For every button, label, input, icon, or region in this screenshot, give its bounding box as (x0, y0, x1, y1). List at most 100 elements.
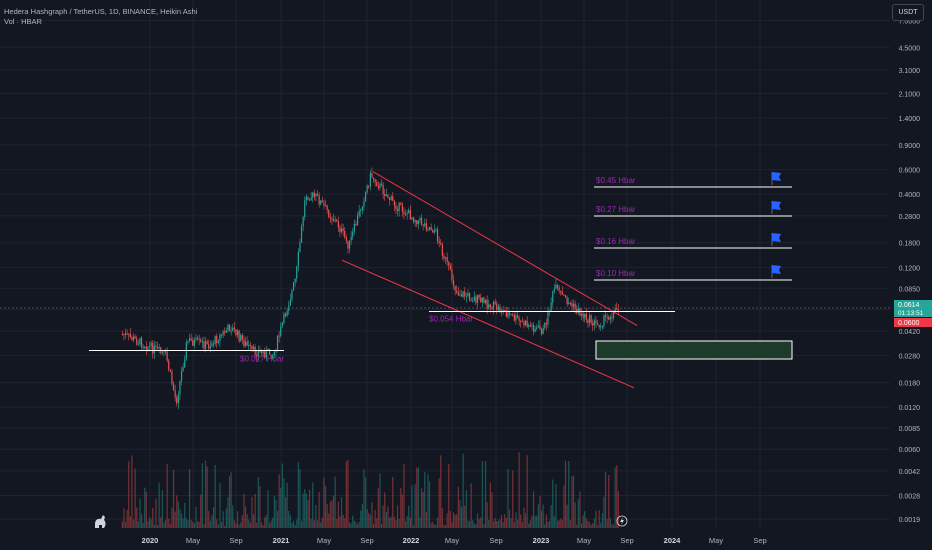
candle-body (283, 313, 285, 323)
candle-body (179, 380, 181, 395)
volume-bar (612, 524, 615, 528)
volume-bar (417, 467, 419, 528)
wedge-lower-line[interactable] (341, 259, 635, 389)
volume-bar (484, 461, 487, 528)
candle-body (560, 290, 562, 292)
candle-body (572, 303, 575, 307)
candle-body (180, 371, 183, 381)
volume-bar (374, 510, 376, 528)
volume-bar (508, 509, 511, 528)
time-axis[interactable]: 2020 May Sep 2021 May Sep 2022 May Sep 2023 May Sep… (142, 515, 767, 545)
volume-bar (275, 499, 277, 528)
volume-bar (121, 521, 123, 528)
volume-bar (387, 506, 389, 528)
candle-body (211, 343, 213, 347)
volume-bar (137, 521, 139, 528)
volume-bar (171, 507, 173, 528)
candle-body (536, 327, 538, 329)
volume-bar (128, 461, 130, 528)
volume-bar (324, 486, 327, 528)
candle-body (240, 335, 242, 342)
candle-body (307, 196, 309, 200)
candle-body (348, 240, 351, 249)
volume-bar (376, 518, 378, 528)
volume-bar (425, 512, 427, 528)
currency-button[interactable]: USDT (892, 4, 924, 21)
candle-body (347, 241, 349, 249)
volume-bar (577, 499, 579, 528)
y-tick-label: 0.1800 (899, 241, 921, 248)
price-axis[interactable]: 7.0000 4.5000 3.1000 2.1000 1.4000 0.9000 0.60… (894, 18, 932, 524)
volume-bar (302, 493, 304, 528)
candle-body (449, 265, 451, 269)
candle-body (616, 308, 618, 310)
candle-body (187, 340, 189, 343)
candle-body (504, 309, 506, 312)
candle-body (425, 223, 427, 230)
candle-body (121, 333, 123, 335)
candle-body (139, 337, 141, 344)
x-tick-label: May (709, 536, 723, 545)
candle-body (225, 330, 227, 333)
volume-bar (248, 519, 250, 528)
lightning-icon[interactable] (616, 515, 628, 527)
candle-body (489, 304, 491, 307)
candle-body (553, 288, 555, 292)
y-tick-label: 0.9000 (899, 143, 921, 150)
volume-bar (329, 501, 331, 528)
candle-body (486, 299, 488, 309)
volume-bar (321, 517, 323, 528)
candle-body (249, 344, 251, 346)
candle-body (408, 210, 410, 214)
volume-bar (310, 518, 312, 528)
candle-body (614, 308, 616, 312)
candle-body (528, 325, 530, 327)
volume-bar (158, 482, 160, 528)
volume-bar (348, 522, 351, 528)
candle-body (440, 243, 442, 245)
drawings[interactable]: $0.45 Hbar $0.27 Hbar $0.16 Hbar $0.10 Hbar… (0, 171, 890, 389)
candle-body (411, 217, 413, 220)
candle-body (286, 310, 288, 316)
volume-bar (390, 516, 392, 528)
candle-body (281, 323, 283, 327)
volume-bar (476, 513, 479, 528)
candle-body (313, 192, 315, 197)
volume-bar (184, 502, 186, 528)
candle-body (195, 338, 197, 340)
candle-body (227, 324, 229, 331)
volume-bar (505, 518, 507, 528)
volume-bar (486, 502, 488, 528)
wedge-upper-line[interactable] (372, 171, 638, 326)
candle-body (612, 311, 615, 318)
candle-body (600, 326, 602, 328)
candle-body (198, 338, 200, 340)
volume-bar (156, 525, 159, 528)
volume-bar (467, 520, 469, 528)
candle-body (155, 345, 157, 347)
candle-body (332, 219, 335, 221)
volume-bar (416, 467, 418, 528)
x-tick-label: 2021 (273, 536, 290, 545)
target-box[interactable] (595, 340, 793, 360)
volume-bar (244, 506, 247, 528)
candle-body (390, 196, 392, 200)
candle-body (582, 313, 584, 318)
volume-bar (192, 521, 194, 528)
volume-bar (579, 491, 581, 528)
candle-body (305, 196, 307, 201)
x-tick-label: May (445, 536, 459, 545)
volume-bar (473, 523, 475, 528)
candle-body (291, 290, 293, 300)
candle-body (512, 314, 514, 316)
candle-body (385, 194, 387, 196)
candle-body (398, 202, 400, 211)
candle-body (353, 223, 355, 232)
candle-body (235, 329, 237, 336)
candle-body (444, 257, 447, 259)
candle-body (316, 193, 319, 196)
volume-bar (262, 525, 264, 528)
candle-body (217, 341, 219, 344)
